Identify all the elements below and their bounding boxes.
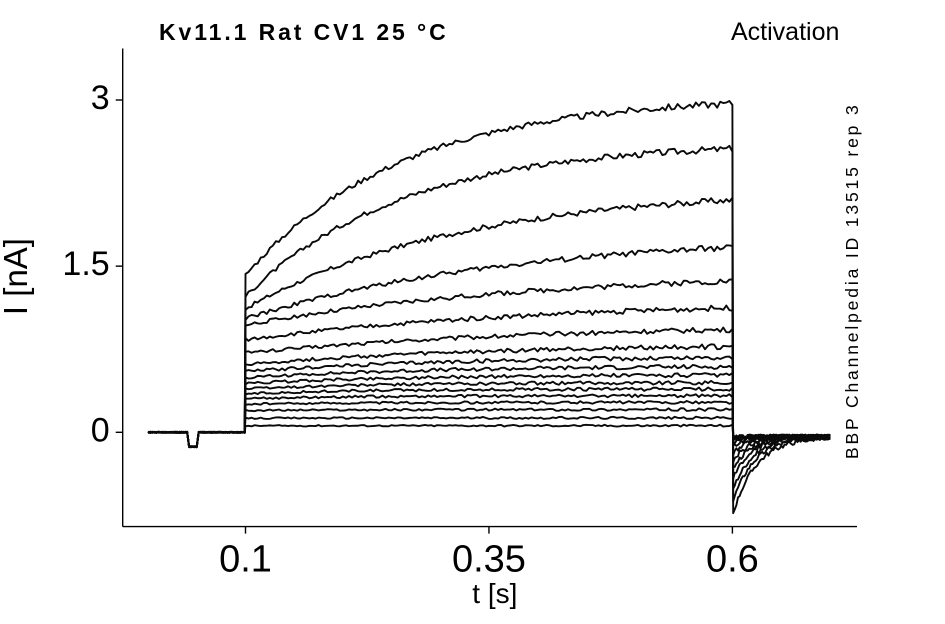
svg-text:t [s]: t [s] xyxy=(472,578,517,609)
svg-text:I [nA]: I [nA] xyxy=(0,238,34,315)
svg-text:0.6: 0.6 xyxy=(706,539,759,581)
svg-text:1.5: 1.5 xyxy=(62,245,109,283)
svg-text:0.35: 0.35 xyxy=(452,539,526,581)
svg-text:Activation: Activation xyxy=(731,18,839,46)
svg-text:Kv11.1 Rat CV1 25 °C: Kv11.1 Rat CV1 25 °C xyxy=(159,19,449,45)
svg-text:BBP Channelpedia ID 13515 rep: BBP Channelpedia ID 13515 rep 3 xyxy=(842,102,862,459)
svg-text:0.1: 0.1 xyxy=(219,539,272,581)
svg-text:0: 0 xyxy=(91,411,110,449)
svg-text:3: 3 xyxy=(91,79,110,117)
